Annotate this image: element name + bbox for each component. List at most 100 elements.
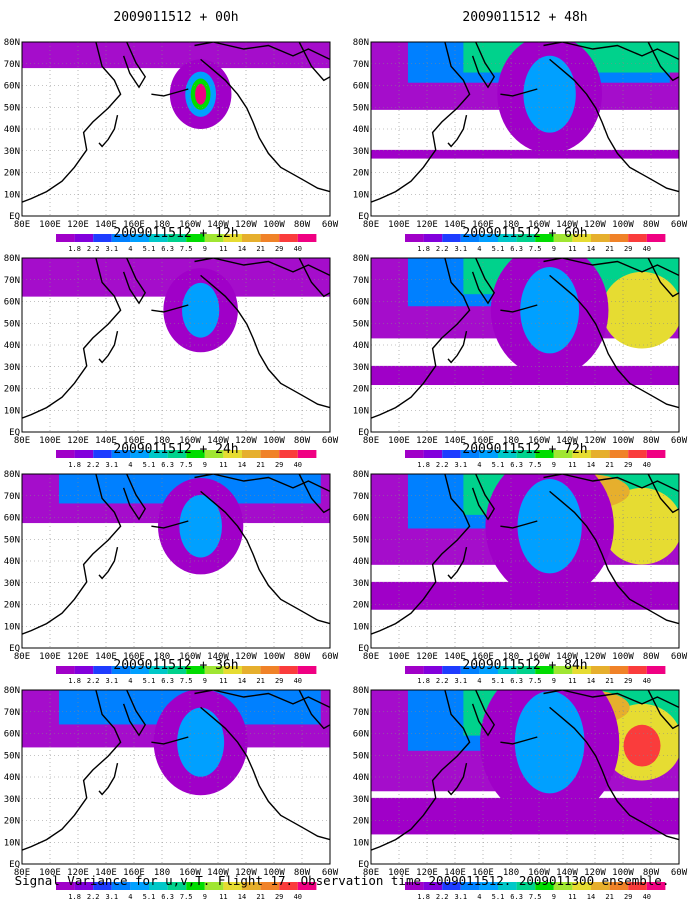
lon-label: 160E (123, 652, 145, 662)
colorbar-swatch (167, 234, 187, 242)
coastline (298, 258, 330, 298)
lon-label: 80E (14, 220, 30, 230)
colorbar-swatch (572, 666, 591, 674)
colorbar-label: 40 (643, 893, 651, 900)
colorbar-label: 3.1 (454, 245, 467, 253)
colorbar-label: 4 (477, 893, 481, 900)
colorbar-swatch (167, 450, 187, 458)
coastline (543, 42, 679, 61)
lat-label: 60N (353, 298, 369, 308)
colorbar-label: 29 (624, 677, 632, 685)
lat-label: 30N (353, 147, 369, 157)
colorbar-label: 9 (203, 245, 207, 253)
map-panel: 2009011512 + 48h 80N 70N 60N 50N 40N 30N 20N 10N… (353, 10, 688, 253)
colorbar-swatch (591, 234, 610, 242)
lon-label: 180 (503, 220, 519, 230)
colorbar-label: 2.2 (87, 893, 100, 900)
colorbar-label: 4 (477, 245, 481, 253)
colorbar: 1.8 2.2 3.1 4 5.1 6.3 7.5 9 11 14 21 29 40 (405, 450, 666, 469)
lat-label: 50N (353, 319, 369, 329)
colorbar: 1.8 2.2 3.1 4 5.1 6.3 7.5 9 11 14 21 29 40 (405, 666, 666, 685)
variance-blob (177, 707, 225, 777)
colorbar-label: 14 (238, 677, 246, 685)
colorbar-label: 2.2 (87, 461, 100, 469)
variance-blob (523, 55, 576, 133)
colorbar-swatch (74, 450, 94, 458)
lat-label: 60N (353, 730, 369, 740)
lon-label: 140E (95, 436, 117, 446)
colorbar-swatch (535, 666, 554, 674)
lat-label: 30N (4, 579, 20, 589)
colorbar-label: 21 (256, 245, 264, 253)
colorbar-label: 3.1 (454, 461, 467, 469)
lat-label: 80N (353, 254, 369, 264)
coastline (543, 258, 679, 277)
colorbar-label: 11 (219, 461, 227, 469)
colorbar-swatch (609, 234, 629, 242)
lon-label: 160W (179, 652, 201, 662)
variance-band (371, 149, 679, 159)
lon-label: 80E (363, 652, 379, 662)
coastline (194, 258, 330, 277)
coastline (200, 274, 330, 409)
colorbar-label: 6.3 (161, 677, 174, 685)
panel-title: 2009011512 + 48h (462, 10, 587, 25)
lat-label: 30N (4, 147, 20, 157)
colorbar-label: 3.1 (105, 893, 118, 900)
lat-label: 10N (4, 190, 20, 200)
colorbar: 1.8 2.2 3.1 4 5.1 6.3 7.5 9 11 14 21 29 40 (405, 882, 666, 900)
colorbar-swatch (628, 882, 647, 890)
colorbar-swatch (167, 666, 187, 674)
colorbar-label: 21 (605, 893, 613, 900)
colorbar-label: 29 (275, 245, 283, 253)
lon-label: 80E (363, 868, 379, 878)
coastline (447, 114, 468, 148)
colorbar-label: 5.1 (492, 245, 505, 253)
colorbar-swatch (498, 882, 517, 890)
lat-label: 50N (353, 103, 369, 113)
coastline (647, 42, 679, 82)
colorbar-swatch (74, 882, 94, 890)
colorbar-label: 14 (238, 893, 246, 900)
colorbar-label: 40 (643, 677, 651, 685)
colorbar-label: 14 (587, 245, 595, 253)
colorbar-label: 14 (587, 893, 595, 900)
lon-label: 180 (154, 652, 170, 662)
panel-title: 2009011512 + 84h (462, 658, 587, 673)
colorbar-swatch (646, 666, 666, 674)
colorbar-swatch (498, 666, 517, 674)
lon-label: 160W (528, 868, 550, 878)
colorbar-label: 21 (605, 461, 613, 469)
variance-blob (195, 83, 207, 105)
lon-label: 180 (154, 868, 170, 878)
colorbar-swatch (149, 666, 168, 674)
lon-label: 80E (14, 652, 30, 662)
colorbar-swatch (111, 882, 131, 890)
colorbar-swatch (442, 450, 461, 458)
lon-label: 160W (528, 652, 550, 662)
colorbar-swatch (111, 234, 131, 242)
colorbar-label: 5.1 (492, 461, 505, 469)
colorbar-swatch (242, 666, 261, 674)
map-frame (370, 41, 680, 217)
colorbar-label: 7.5 (529, 893, 542, 900)
colorbar-label: 11 (568, 461, 576, 469)
colorbar-swatch (149, 882, 168, 890)
colorbar-swatch (111, 666, 131, 674)
lon-label: 100E (388, 868, 410, 878)
map-panel: 2009011512 + 36h 80N 70N 60N 50N 40N 30N 20N 10N… (4, 658, 339, 900)
colorbar-swatch (405, 450, 424, 458)
colorbar-label: 9 (552, 893, 556, 900)
colorbar-swatch (442, 234, 461, 242)
map-panel: 2009011512 + 84h 80N 70N 60N 50N 40N 30N 20N 10N… (353, 658, 688, 900)
colorbar-swatch (186, 234, 205, 242)
lat-label: 80N (4, 38, 20, 48)
colorbar-label: 29 (624, 461, 632, 469)
colorbar-label: 4 (477, 677, 481, 685)
coastline (500, 520, 538, 529)
colorbar-label: 5.1 (143, 245, 156, 253)
lon-label: 180 (503, 436, 519, 446)
colorbar-label: 2.2 (436, 461, 449, 469)
lon-label: 120W (235, 868, 257, 878)
colorbar-label: 11 (568, 245, 576, 253)
